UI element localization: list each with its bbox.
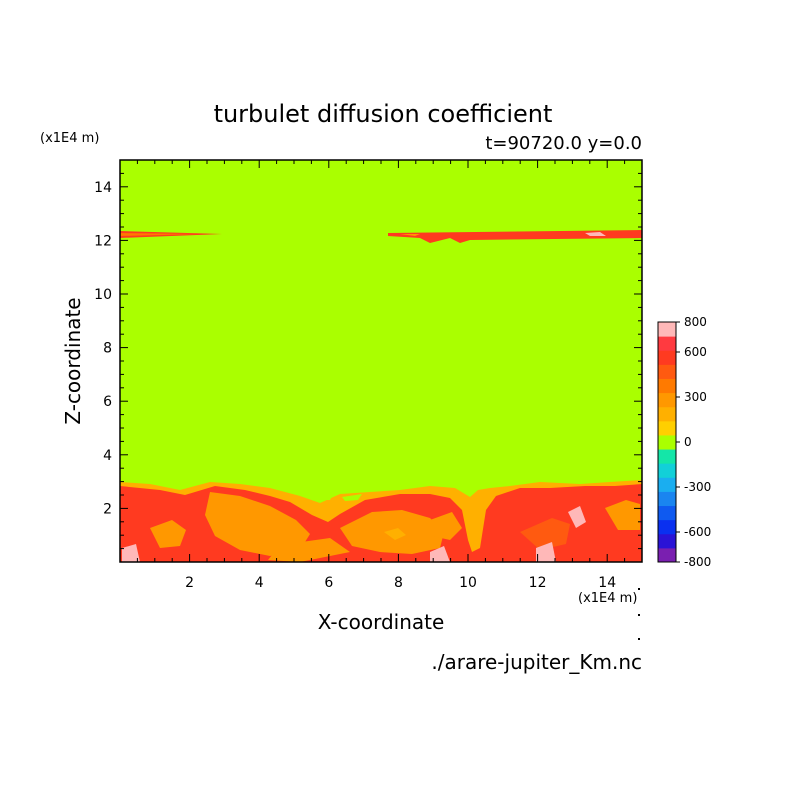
x-axis-label: X-coordinate — [318, 610, 445, 634]
lower-layer — [120, 480, 642, 562]
y-tick-label: 10 — [94, 287, 112, 303]
colorbar-swatch — [658, 449, 676, 464]
colorbar-swatch — [658, 533, 676, 549]
colorbar-label: -600 — [684, 525, 711, 539]
x-units-label: (x1E4 m) — [578, 591, 637, 606]
colorbar-label: 0 — [684, 435, 692, 449]
colorbar-swatch — [658, 505, 676, 521]
chart-subtitle: t=90720.0 y=0.0 — [485, 133, 642, 154]
colorbar-swatch — [658, 392, 676, 408]
colorbar-swatch — [658, 547, 676, 563]
plot-area — [120, 160, 642, 562]
colorbar-swatch — [658, 420, 676, 436]
upper-layer — [120, 230, 642, 243]
colorbar-label: 600 — [684, 345, 707, 359]
colorbar: 800 600 300 0 -300 -600 -800 — [657, 315, 711, 569]
x-tick-label: 14 — [598, 575, 616, 591]
chart-title: turbulet diffusion coefficient — [214, 100, 553, 128]
y-tick-label: 12 — [94, 233, 112, 249]
colorbar-swatch — [658, 350, 676, 365]
y-tick-label: 8 — [103, 341, 112, 357]
colorbar-swatch — [658, 406, 676, 422]
colorbar-swatch — [658, 322, 676, 337]
colorbar-swatch — [658, 491, 676, 507]
source-marks — [638, 588, 640, 640]
colorbar-swatch — [658, 463, 676, 478]
y-units-label: (x1E4 m) — [40, 131, 99, 146]
x-tick-label: 8 — [394, 575, 403, 591]
y-tick-label: 2 — [103, 501, 112, 517]
x-tick-label: 12 — [529, 575, 547, 591]
axes: 2 4 6 8 10 12 14 2 4 6 8 10 12 14 — [94, 159, 643, 591]
x-tick-label: 4 — [255, 575, 264, 591]
colorbar-swatch — [658, 434, 676, 450]
colorbar-label: 800 — [684, 315, 707, 329]
y-tick-label: 6 — [103, 394, 112, 410]
colorbar-label: -800 — [684, 555, 711, 569]
source-file-label: ./arare-jupiter_Km.nc — [431, 650, 642, 674]
colorbar-label: -300 — [684, 480, 711, 494]
x-tick-label: 2 — [185, 575, 194, 591]
x-tick-label: 6 — [324, 575, 333, 591]
colorbar-swatch — [658, 477, 676, 492]
y-tick-label: 14 — [94, 180, 112, 196]
colorbar-swatch — [658, 378, 676, 394]
colorbar-label: 300 — [684, 390, 707, 404]
x-tick-label: 10 — [459, 575, 477, 591]
colorbar-swatch — [658, 336, 676, 351]
y-tick-label: 4 — [103, 448, 112, 464]
colorbar-swatch — [658, 519, 676, 535]
colorbar-swatch — [658, 364, 676, 379]
y-axis-label: Z-coordinate — [61, 297, 85, 424]
